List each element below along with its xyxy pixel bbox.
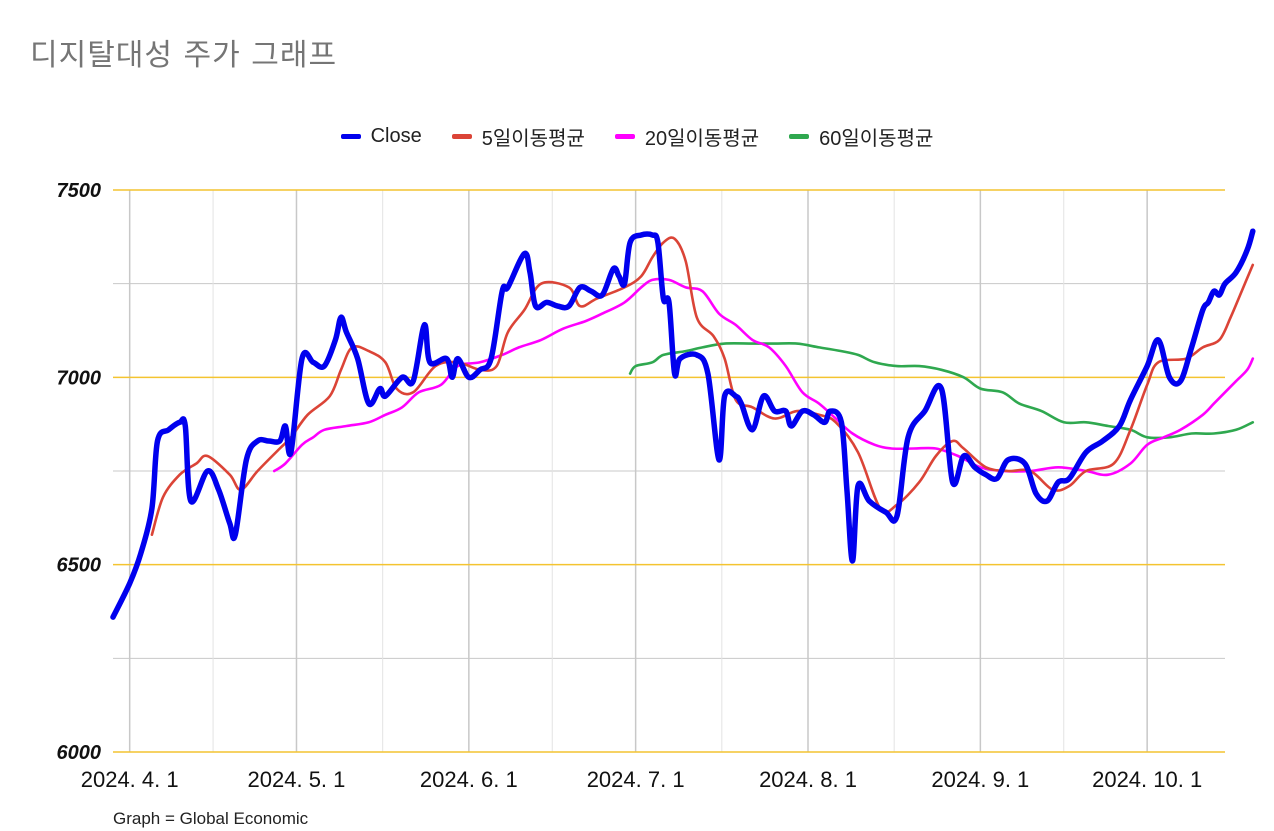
legend-swatch-close <box>340 134 361 139</box>
legend-swatch-ma5 <box>451 134 472 139</box>
x-tick-label: 2024. 8. 1 <box>759 767 857 792</box>
y-tick-label: 6000 <box>57 742 102 764</box>
x-tick-label: 2024. 6. 1 <box>420 767 518 792</box>
y-tick-label: 7000 <box>57 367 102 389</box>
x-tick-label: 2024. 5. 1 <box>248 767 346 792</box>
series-layer <box>110 228 1256 620</box>
y-tick-label: 6500 <box>57 555 102 577</box>
legend-label-ma5: 5일이동평균 <box>481 128 585 150</box>
legend-item-ma20[interactable]: 20일이동평균 <box>614 122 760 151</box>
series-line-ma20[interactable] <box>272 277 1255 477</box>
y-tick-label: 7500 <box>57 180 102 202</box>
legend-label-ma60: 60일이동평균 <box>819 128 934 150</box>
series-line-close[interactable] <box>110 228 1256 620</box>
legend-label-close: Close <box>370 125 422 147</box>
legend-swatch-ma20 <box>614 134 635 139</box>
legend-label-ma20: 20일이동평균 <box>644 128 760 150</box>
legend-swatch-ma60 <box>789 134 810 139</box>
series-line-ma5[interactable] <box>150 236 1255 536</box>
x-tick-label: 2024. 4. 1 <box>81 767 179 792</box>
legend-item-close[interactable]: Close <box>340 122 422 151</box>
source-caption: Graph = Global Economic <box>113 809 309 828</box>
x-tick-label: 2024. 9. 1 <box>931 767 1029 792</box>
legend: Close 5일이동평균 20일이동평균 60일이동평균 <box>0 122 1274 151</box>
chart-title: 디지탈대성 주가 그래프 <box>30 38 338 73</box>
legend-item-ma5[interactable]: 5일이동평균 <box>451 122 585 151</box>
x-tick-label: 2024. 7. 1 <box>587 767 685 792</box>
grid-layer <box>113 189 1225 753</box>
x-tick-label: 2024. 10. 1 <box>1092 767 1202 792</box>
legend-item-ma60[interactable]: 60일이동평균 <box>789 122 933 151</box>
series-line-ma60[interactable] <box>628 342 1255 440</box>
axis-labels: 6000 6500 7000 7500 2024. 4. 1 2024. 5. 1 2024… <box>57 180 1203 792</box>
